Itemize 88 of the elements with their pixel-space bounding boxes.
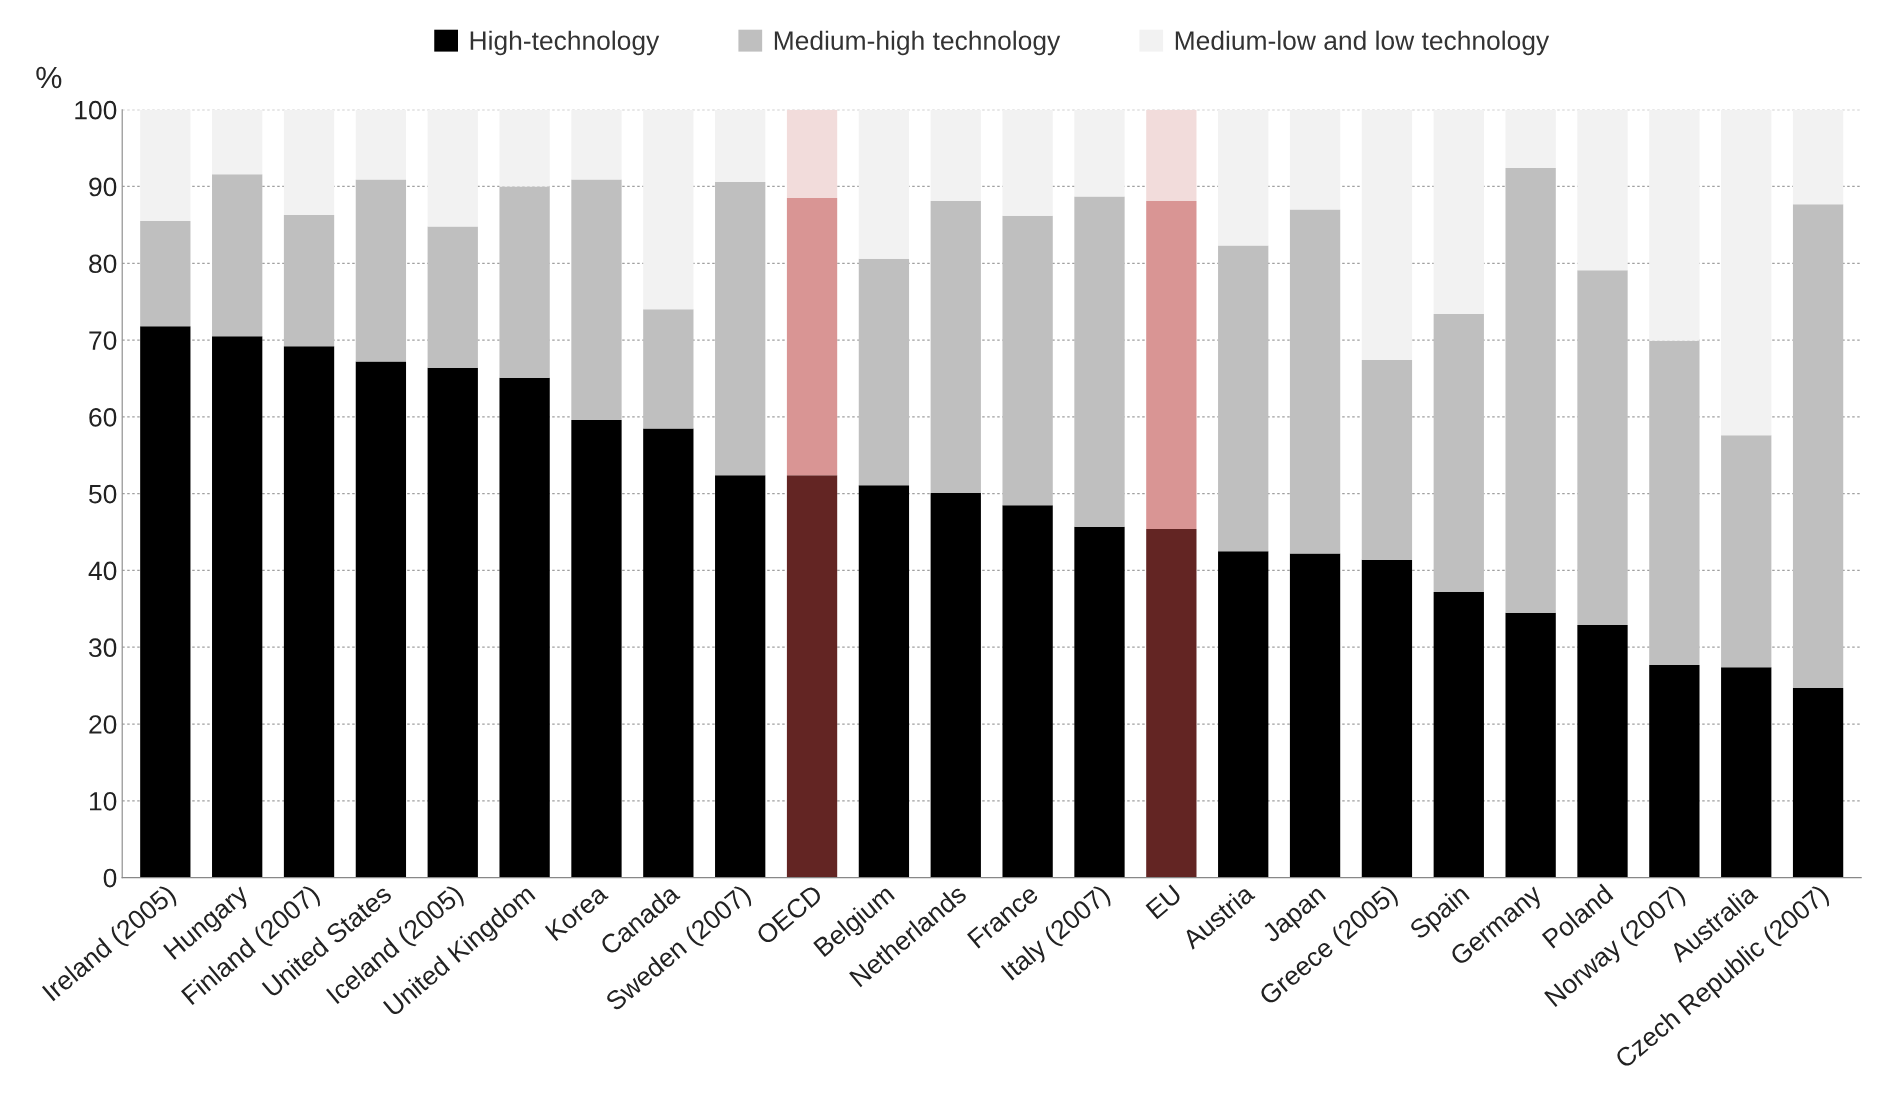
bar <box>930 492 981 878</box>
bar <box>643 428 694 878</box>
bar <box>571 179 622 420</box>
bar <box>140 109 191 222</box>
bar <box>212 336 263 878</box>
bar <box>571 109 622 180</box>
bar <box>930 109 981 202</box>
y-tick-label: 40 <box>88 561 117 581</box>
bar <box>1002 109 1053 216</box>
y-tick-label: 0 <box>103 868 117 888</box>
bar <box>1218 551 1269 878</box>
legend-label: Medium-high technology <box>774 30 1061 56</box>
bar <box>1074 109 1125 197</box>
bar <box>1577 624 1628 878</box>
bar <box>715 475 766 878</box>
bar <box>283 214 335 347</box>
y-tick-label: 50 <box>89 484 117 504</box>
bar <box>140 326 191 878</box>
bar <box>355 179 407 362</box>
bar <box>643 109 694 310</box>
y-tick-label: 20 <box>89 715 117 734</box>
bar <box>1721 435 1772 668</box>
y-axis-title: % <box>36 66 62 89</box>
bar <box>1433 591 1484 878</box>
bar <box>858 109 910 259</box>
y-tick-label: 90 <box>89 177 117 197</box>
bar <box>643 309 694 429</box>
bar <box>1577 109 1628 271</box>
bar <box>930 201 981 493</box>
y-tick-label: 60 <box>89 407 117 427</box>
bar <box>427 226 478 368</box>
bar <box>1074 526 1125 878</box>
bar <box>786 475 838 878</box>
bar <box>858 258 910 486</box>
bar <box>355 361 407 878</box>
bar <box>1146 201 1197 529</box>
bar <box>1505 612 1556 878</box>
bar <box>1792 687 1844 878</box>
bar <box>1218 245 1269 552</box>
y-tick-label: 10 <box>90 791 117 811</box>
y-tick-label: 100 <box>75 100 117 120</box>
bar <box>786 198 838 476</box>
legend-label: Medium-low and low technology <box>1175 30 1550 56</box>
bar <box>1433 109 1484 314</box>
bar <box>1002 505 1053 878</box>
bar <box>1649 340 1700 665</box>
bar <box>1505 109 1556 169</box>
bar <box>355 109 407 180</box>
bar <box>1649 109 1700 341</box>
bar <box>1505 168 1556 613</box>
bar <box>1361 109 1413 361</box>
bar <box>715 181 766 476</box>
bar <box>1577 270 1628 625</box>
bar <box>1002 215 1053 506</box>
bar <box>1146 109 1197 202</box>
legend-label: High-technology <box>470 30 660 56</box>
bar <box>283 346 335 878</box>
bar <box>715 109 766 182</box>
bar <box>1433 313 1484 592</box>
bar <box>1649 664 1700 878</box>
bar <box>499 186 550 378</box>
bar <box>1792 109 1844 205</box>
bar <box>1361 360 1413 560</box>
bar <box>212 174 263 337</box>
bar <box>858 485 910 878</box>
bar <box>1146 528 1197 878</box>
bar <box>427 367 478 878</box>
y-tick-label: 30 <box>89 638 117 658</box>
bar <box>1289 109 1341 210</box>
bar <box>212 109 263 175</box>
bar <box>1074 196 1125 527</box>
bar <box>1792 204 1844 688</box>
bar <box>786 109 838 199</box>
bar <box>499 377 550 878</box>
bar <box>1721 109 1772 436</box>
bar <box>1361 559 1413 878</box>
bar <box>140 221 191 327</box>
bar <box>1289 553 1341 878</box>
bar <box>283 109 335 215</box>
x-tick-label: EU <box>1145 884 1183 920</box>
bar <box>1289 209 1341 554</box>
bar <box>499 109 550 187</box>
y-tick-label: 70 <box>89 331 117 350</box>
bar <box>571 419 622 878</box>
bar <box>1721 667 1772 878</box>
bar <box>1218 109 1269 246</box>
bar <box>427 109 478 227</box>
y-tick-label: 80 <box>89 254 117 274</box>
